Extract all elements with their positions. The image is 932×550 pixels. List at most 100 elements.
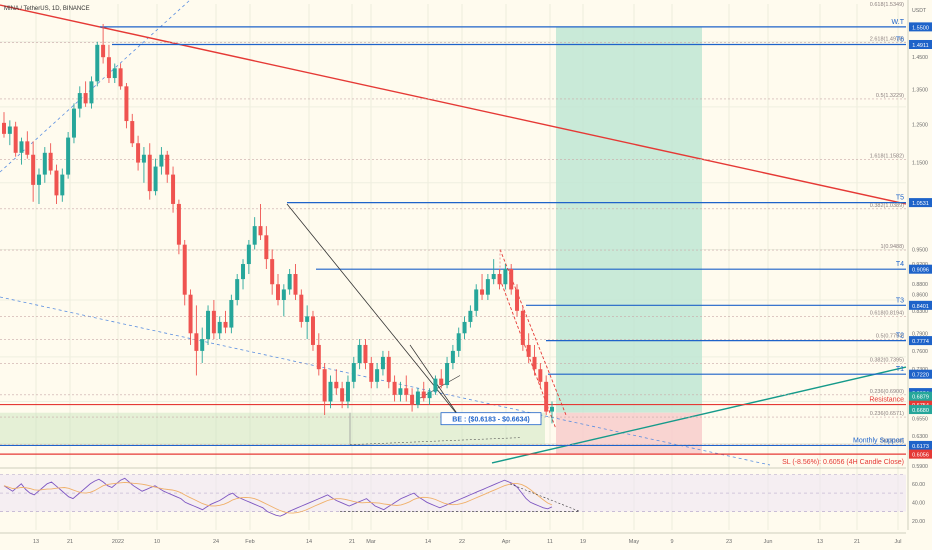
bull-candle bbox=[550, 406, 554, 412]
bull-candle bbox=[427, 391, 432, 399]
price-badge bbox=[909, 369, 932, 379]
bear-candle bbox=[363, 344, 368, 364]
price-badge bbox=[909, 198, 932, 208]
bull-candle bbox=[351, 363, 356, 382]
price-axis-tick: 1.1500 bbox=[912, 161, 928, 167]
bull-candle bbox=[485, 279, 490, 295]
bull-candle bbox=[77, 93, 82, 109]
bear-candle bbox=[322, 369, 327, 402]
bull-candle bbox=[60, 174, 65, 196]
sl-label: SL (-8.56%): 0.6056 (4H Candle Close) bbox=[782, 459, 904, 466]
be-label-box bbox=[440, 412, 542, 426]
bear-candle bbox=[515, 289, 520, 311]
bull-candle bbox=[415, 391, 420, 405]
bear-candle bbox=[293, 274, 298, 295]
bear-candle bbox=[124, 86, 129, 122]
bear-candle bbox=[101, 44, 106, 58]
bull-candle bbox=[450, 350, 455, 364]
price-badge bbox=[909, 336, 932, 346]
price-badge-text: 0.7774 bbox=[912, 339, 929, 345]
time-axis-tick: Jul bbox=[894, 539, 901, 545]
bull-candle bbox=[153, 166, 158, 192]
bear-candle bbox=[118, 68, 123, 87]
level-label: Resistance bbox=[869, 397, 904, 404]
bear-candle bbox=[182, 244, 187, 295]
bull-candle bbox=[328, 381, 333, 402]
bear-candle bbox=[334, 381, 339, 389]
level-label: T3 bbox=[896, 297, 904, 304]
bear-candle bbox=[369, 363, 374, 382]
time-axis-tick: 23 bbox=[726, 539, 732, 545]
bull-candle bbox=[36, 174, 41, 185]
triangle-line-upper bbox=[286, 203, 461, 419]
time-axis-tick: 21 bbox=[67, 539, 73, 545]
rsi-line bbox=[3, 477, 553, 517]
bear-candle bbox=[211, 310, 216, 334]
bull-candle bbox=[206, 310, 211, 340]
time-axis-tick: 11 bbox=[547, 539, 553, 545]
time-axis-tick: 19 bbox=[580, 539, 586, 545]
dashed-lower-channel-line bbox=[0, 296, 771, 466]
bear-candle bbox=[31, 154, 36, 185]
bull-candle bbox=[380, 356, 385, 370]
bear-candle bbox=[310, 316, 315, 345]
price-axis-tick: 1.3500 bbox=[912, 88, 928, 94]
price-badge-text: 1.4911 bbox=[912, 43, 928, 49]
bear-candle bbox=[538, 369, 543, 382]
bear-candle bbox=[48, 152, 53, 171]
price-badge bbox=[909, 264, 932, 274]
bull-candle bbox=[462, 321, 467, 334]
price-axis-tick: 0.8800 bbox=[912, 282, 928, 288]
top-fib-label: 0.618(1.5349) bbox=[870, 2, 904, 8]
triangle-line-small bbox=[419, 375, 461, 399]
bear-candle bbox=[25, 141, 30, 155]
price-badge-text: 0.6680 bbox=[912, 408, 929, 414]
fib-level-label: 0.618(0.8194) bbox=[870, 311, 904, 317]
price-axis-tick: 0.8600 bbox=[912, 293, 928, 299]
price-badge bbox=[909, 440, 932, 450]
bear-candle bbox=[404, 388, 409, 395]
bear-candle bbox=[136, 143, 141, 163]
price-badge bbox=[909, 39, 932, 49]
bull-candle bbox=[71, 108, 76, 138]
price-badge bbox=[909, 449, 932, 459]
price-badge-text: 0.6173 bbox=[912, 444, 929, 450]
price-badge-text: 0.6056 bbox=[912, 453, 929, 459]
time-axis-tick: 10 bbox=[154, 539, 160, 545]
bull-candle bbox=[281, 289, 286, 301]
bull-candle bbox=[491, 274, 496, 280]
bull-candle bbox=[42, 152, 47, 175]
price-badge bbox=[909, 22, 932, 32]
bull-candle bbox=[375, 369, 380, 382]
bull-candle bbox=[112, 68, 117, 79]
fib-level-label: 0.5(1.3229) bbox=[876, 93, 904, 99]
rsi-axis-tick: 60.00 bbox=[912, 482, 925, 488]
time-axis-tick: 13 bbox=[33, 539, 39, 545]
fib-level-label: 2.618(1.4970) bbox=[870, 37, 904, 43]
level-label: W.T bbox=[892, 19, 905, 26]
bull-candle bbox=[7, 126, 12, 134]
price-axis-tick: 0.8300 bbox=[912, 309, 928, 315]
price-badge-text: 0.8401 bbox=[912, 304, 929, 310]
price-axis-tick: 0.7600 bbox=[912, 349, 928, 355]
level-label: T5 bbox=[896, 195, 904, 202]
price-badge bbox=[909, 391, 932, 401]
level-label: T1 bbox=[896, 366, 904, 373]
bear-candle bbox=[340, 388, 345, 402]
fib-level-label: 0.236(0.6900) bbox=[870, 389, 904, 395]
time-axis-tick: Mar bbox=[366, 539, 376, 545]
bear-candle bbox=[270, 259, 275, 285]
fib-level-label: 0.236(0.6571) bbox=[870, 411, 904, 417]
level-label: T2 bbox=[896, 333, 904, 340]
price-badge-text: 1.5500 bbox=[912, 25, 929, 31]
time-axis-tick: 13 bbox=[817, 539, 823, 545]
bear-candle bbox=[421, 391, 426, 399]
fib-level-label: 1.618(1.1582) bbox=[870, 153, 904, 159]
bull-candle bbox=[200, 339, 205, 351]
level-label: T6 bbox=[896, 36, 904, 43]
rsi-ma-line bbox=[3, 481, 553, 514]
price-badge bbox=[909, 300, 932, 310]
price-badge-text: 1.0531 bbox=[912, 201, 929, 207]
bear-candle bbox=[2, 122, 6, 134]
bear-candle bbox=[223, 321, 228, 328]
